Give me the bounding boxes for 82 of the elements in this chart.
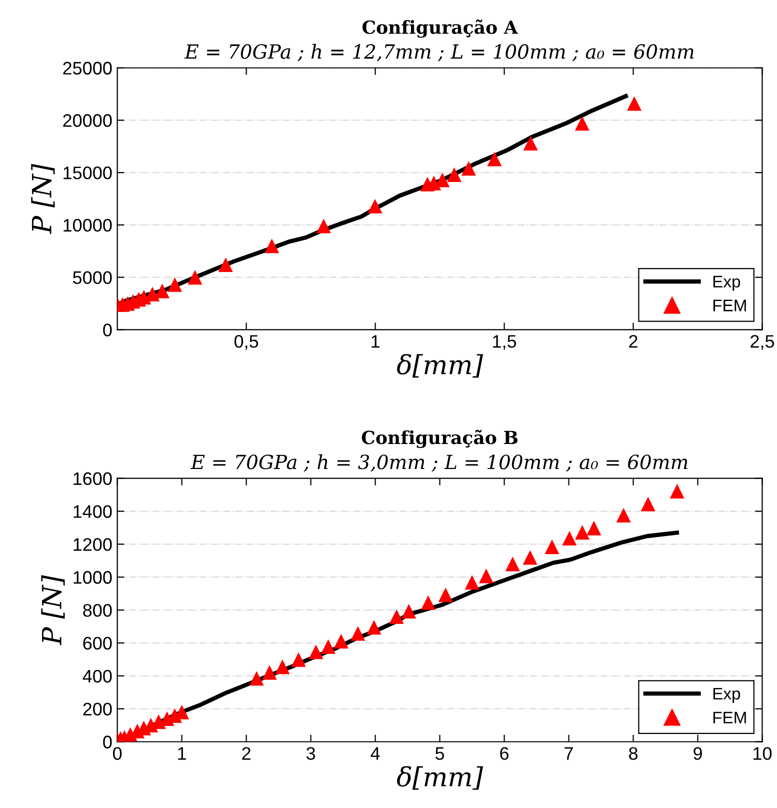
x-tick-label: 1 (372, 335, 380, 348)
point (627, 96, 642, 111)
point (366, 620, 382, 635)
x-tick-label: 2 (629, 335, 638, 348)
y-tick-label: 10000 (64, 218, 112, 232)
point (435, 172, 450, 188)
point (420, 595, 436, 610)
point (438, 588, 453, 602)
chart-subtitle: E = 70GPa ; h = 3,0mm ; L = 100mm ; a₀ = 60mm (190, 454, 688, 472)
point (478, 568, 494, 584)
chart-title: Configuração A (362, 19, 518, 38)
point (316, 218, 331, 234)
point (522, 550, 538, 565)
x-tick-label: 6 (500, 747, 508, 760)
x-tick-label: 0 (113, 747, 122, 760)
point (262, 665, 277, 680)
point (562, 530, 577, 546)
y-tick-label: 0 (103, 324, 112, 336)
y-axis-title: P [N] (31, 164, 55, 234)
point (461, 161, 476, 176)
y-axis-title: P [N] (41, 575, 65, 646)
y-tick-label: 25000 (63, 62, 112, 75)
x-tick-label: 0,5 (234, 335, 258, 350)
legend-label: FEM (713, 300, 746, 312)
point (402, 604, 416, 618)
y-tick-label: 1400 (74, 505, 112, 518)
x-tick-label: 9 (694, 747, 702, 760)
y-tick-label: 1600 (74, 472, 112, 486)
point (464, 575, 480, 590)
legend-label: Exp (713, 688, 740, 703)
legend-label: Exp (713, 276, 740, 291)
x-tick-label: 3 (306, 747, 316, 760)
point (154, 284, 170, 298)
chart-subtitle: E = 70GPa ; h = 12,7mm ; L = 100mm ; a₀ = 60mm (184, 44, 694, 62)
point (446, 167, 462, 182)
y-tick-label: 1200 (74, 538, 112, 551)
point (389, 609, 404, 624)
point (168, 277, 182, 292)
point (188, 270, 202, 285)
point (670, 484, 684, 498)
legend-label: FEM (713, 712, 746, 724)
point (350, 626, 366, 641)
point (368, 198, 382, 214)
y-tick-label: 15000 (64, 166, 112, 180)
y-tick-label: 800 (83, 604, 112, 617)
x-tick-label: 5 (435, 747, 444, 760)
point (275, 660, 290, 674)
y-tick-label: 5000 (73, 271, 112, 284)
point (264, 238, 280, 254)
point (218, 257, 233, 272)
point (308, 644, 324, 660)
y-tick-label: 1000 (74, 571, 112, 584)
point (334, 634, 348, 648)
x-tick-label: 2,5 (750, 335, 774, 350)
y-tick-label: 200 (83, 702, 112, 716)
y-tick-label: 400 (82, 670, 112, 683)
point (575, 525, 590, 540)
point (616, 508, 631, 522)
x-tick-label: 1,5 (493, 335, 516, 350)
x-tick-label: 2 (242, 747, 250, 760)
x-tick-label: 10 (754, 747, 772, 760)
chart-title: Configuração B (362, 430, 518, 448)
y-tick-label: 20000 (63, 114, 112, 127)
point (320, 639, 336, 654)
y-tick-label: 0 (103, 736, 112, 748)
point (574, 116, 590, 131)
x-tick-label: 7 (564, 747, 573, 760)
y-tick-label: 600 (83, 636, 112, 650)
point (249, 671, 264, 686)
point (505, 556, 520, 572)
point (291, 652, 306, 667)
point (586, 520, 602, 536)
point (544, 540, 560, 554)
x-axis-title: δ[mm] (397, 766, 484, 790)
point (145, 286, 160, 302)
point (640, 496, 656, 512)
x-tick-label: 1 (178, 747, 186, 760)
point (487, 152, 502, 166)
x-tick-label: 4 (370, 747, 380, 760)
x-axis-title: δ[mm] (397, 354, 484, 378)
x-tick-label: 8 (629, 747, 638, 760)
point (523, 136, 538, 151)
